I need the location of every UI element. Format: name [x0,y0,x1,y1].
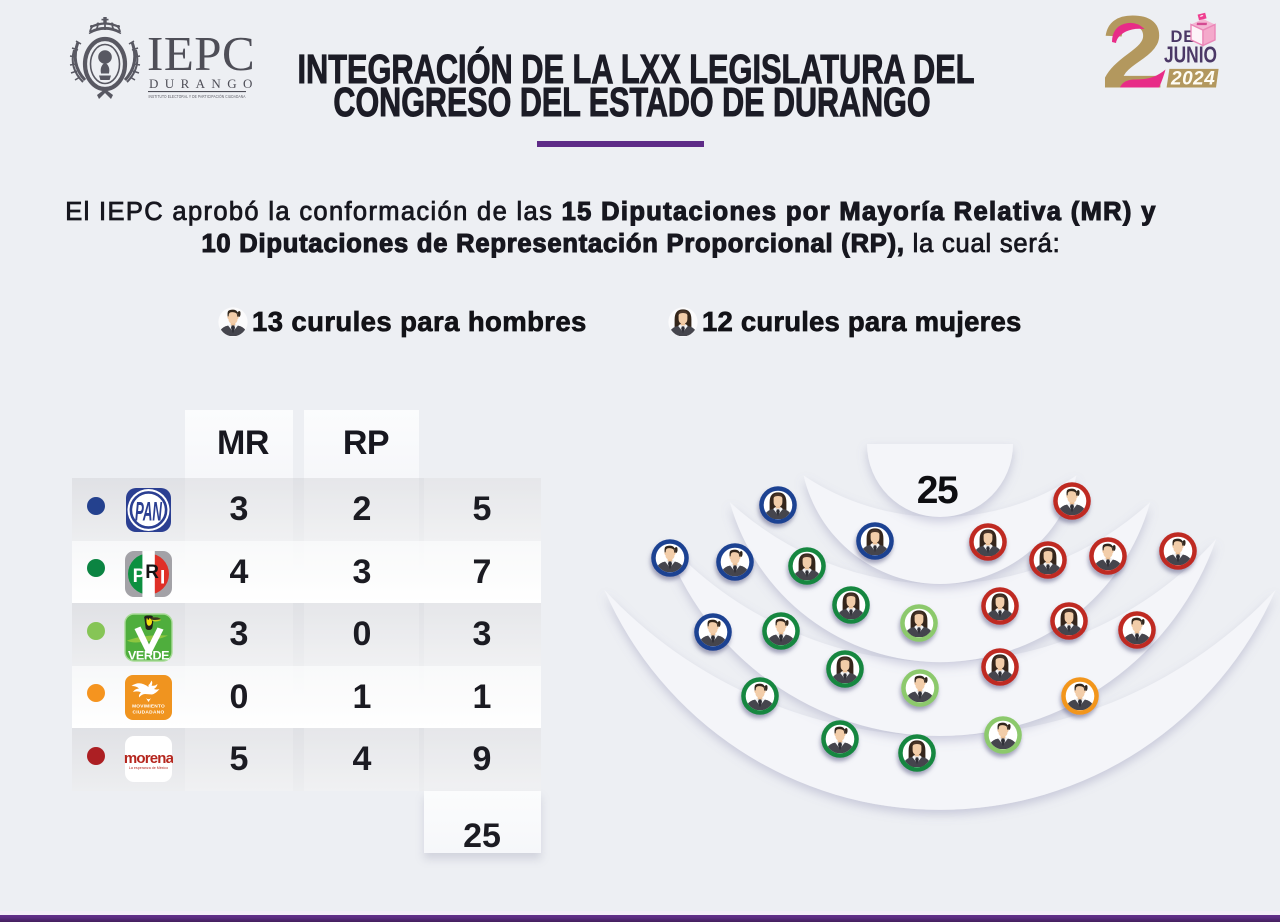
svg-text:morena: morena [124,750,173,767]
svg-text:DURANGO: DURANGO [149,76,259,91]
svg-text:25: 25 [917,469,958,512]
svg-text:JUNIO: JUNIO [1164,42,1217,68]
svg-text:I: I [160,568,165,589]
svg-text:2024: 2024 [1170,69,1215,90]
svg-text:CIUDADANO: CIUDADANO [132,710,164,716]
svg-text:MOVIMIENTO: MOVIMIENTO [132,704,165,710]
svg-text:R: R [145,562,159,583]
svg-text:DE: DE [1171,28,1196,46]
svg-text:VERDE: VERDE [128,649,170,663]
svg-text:P: P [133,566,146,587]
svg-text:PAN: PAN [135,497,162,527]
svg-text:INSTITUTO ELECTORAL Y DE PARTI: INSTITUTO ELECTORAL Y DE PARTICIPACIÓN C… [149,94,246,99]
svg-text:IEPC: IEPC [147,26,255,81]
svg-text:La esperanza de México: La esperanza de México [129,766,168,770]
